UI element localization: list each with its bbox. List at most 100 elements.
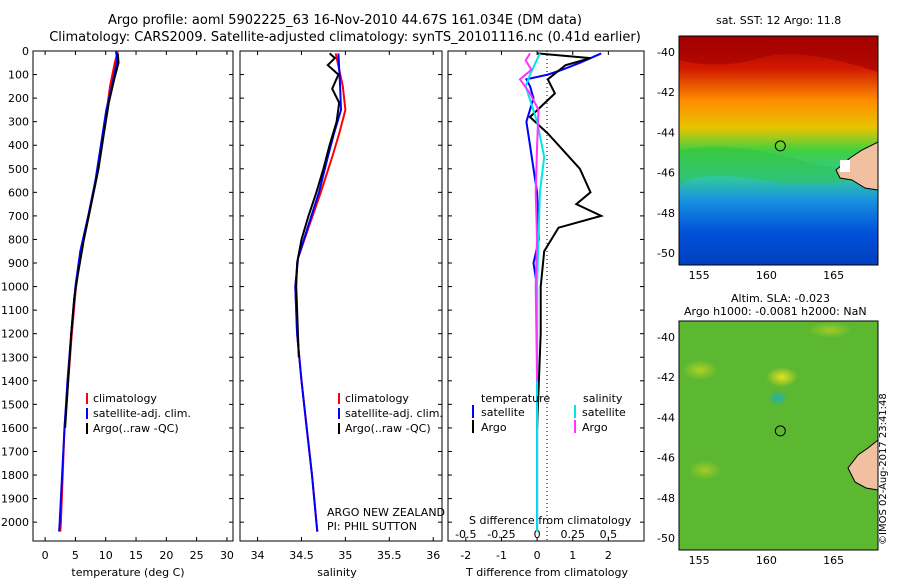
depth-tick-label: 1200	[1, 328, 29, 341]
temperature-axis-label: temperature (deg C)	[71, 566, 184, 579]
axis-ticks: 0100200300400500600700800900100011001200…	[1, 45, 844, 567]
depth-tick-label: 100	[8, 69, 29, 82]
x-tick-label: 20	[159, 549, 173, 562]
map-lon-label: 160	[756, 269, 777, 282]
x-tick-label: -2	[460, 549, 471, 562]
depth-tick-label: 200	[8, 92, 29, 105]
s-difference-axis-label: S difference from climatology	[469, 514, 632, 527]
x-tick-label: 0	[534, 528, 541, 541]
depth-tick-label: 700	[8, 210, 29, 223]
x-tick-label: -1	[496, 549, 507, 562]
map-lat-label: -42	[657, 86, 675, 99]
legend-label-argo: Argo(..raw -QC)	[93, 422, 179, 435]
sla-high-blob	[682, 360, 718, 380]
legend-heading-salinity: salinity	[583, 392, 623, 405]
x-tick-label: 0.25	[560, 528, 585, 541]
float-owner-label: ARGO NEW ZEALAND	[327, 506, 445, 519]
sst-warm-patch	[679, 36, 878, 72]
plot-title-line1: Argo profile: aoml 5902225_63 16-Nov-201…	[108, 13, 582, 28]
legend-label-sal-satellite: satellite	[582, 406, 626, 419]
depth-tick-label: 500	[8, 163, 29, 176]
temperature-legend: climatology satellite-adj. clim. Argo(..…	[86, 392, 191, 435]
x-tick-label: 36	[426, 549, 440, 562]
series-line-temperature-argo	[528, 52, 605, 428]
map-lat-label: -46	[657, 452, 675, 465]
sla-low-blob	[768, 390, 788, 406]
depth-tick-label: 1500	[1, 398, 29, 411]
depth-tick-label: 1900	[1, 493, 29, 506]
sla-map-frame	[678, 320, 879, 551]
x-tick-label: 10	[99, 549, 113, 562]
map-lat-label: -40	[657, 331, 675, 344]
temperature-panel-frame	[32, 50, 234, 542]
legend-label-climatology: climatology	[345, 392, 409, 405]
map-lon-label: 165	[823, 269, 844, 282]
map-lat-label: -48	[657, 207, 675, 220]
legend-label-satellite: satellite-adj. clim.	[345, 407, 443, 420]
sst-map-title: sat. SST: 12 Argo: 11.8	[716, 14, 842, 27]
x-tick-label: -0.5	[455, 528, 476, 541]
sst-green-band	[679, 146, 878, 185]
imos-credit: ©IMOS 02-Aug-2017 23:41:48	[878, 393, 889, 545]
x-tick-label: 34	[251, 549, 265, 562]
series-line-argo-raw-qc-	[295, 52, 341, 358]
map-lat-label: -46	[657, 167, 675, 180]
map-lat-label: -50	[657, 532, 675, 545]
depth-tick-label: 400	[8, 139, 29, 152]
sst-map-frame	[678, 35, 879, 266]
depth-tick-label: 1700	[1, 445, 29, 458]
x-tick-label: 35.5	[377, 549, 402, 562]
depth-tick-label: 1800	[1, 469, 29, 482]
depth-tick-label: 300	[8, 116, 29, 129]
series-line-argo-raw-qc-	[64, 53, 120, 428]
pi-label: PI: PHIL SUTTON	[327, 520, 417, 533]
map-lat-label: -44	[657, 126, 675, 139]
depth-tick-label: 900	[8, 257, 29, 270]
depth-tick-label: 2000	[1, 516, 29, 529]
sst-map	[678, 35, 879, 266]
x-tick-label: 0	[42, 549, 49, 562]
map-lat-label: -48	[657, 492, 675, 505]
sla-high-blob	[766, 367, 798, 387]
sla-map-subtitle: Argo h1000: -0.0081 h2000: NaN	[684, 305, 867, 318]
plot-title-line2: Climatology: CARS2009. Satellite-adjuste…	[49, 30, 641, 45]
depth-tick-label: 1400	[1, 375, 29, 388]
sla-high-blob	[689, 460, 721, 480]
x-tick-label: 35	[338, 549, 352, 562]
map-lon-label: 155	[689, 269, 710, 282]
salinity-axis-label: salinity	[317, 566, 357, 579]
map-lon-label: 160	[756, 554, 777, 567]
sla-map-title: Altim. SLA: -0.023	[731, 292, 831, 305]
depth-tick-label: 0	[22, 45, 29, 58]
t-difference-axis-label: T difference from climatology	[465, 566, 628, 579]
sla-high-blob	[808, 322, 852, 338]
x-tick-label: 1	[569, 549, 576, 562]
x-tick-label: 0	[534, 549, 541, 562]
sst-missing-data	[840, 160, 850, 172]
x-tick-label: 30	[220, 549, 234, 562]
legend-label-argo: Argo(..raw -QC)	[345, 422, 431, 435]
credit-container: ©IMOS 02-Aug-2017 23:41:48	[878, 393, 898, 555]
argo-position-marker	[774, 140, 786, 152]
legend-label-sal-argo: Argo	[582, 421, 608, 434]
series-line-salinity-argo	[518, 52, 540, 381]
x-tick-label: -0.25	[487, 528, 515, 541]
x-tick-label: 15	[129, 549, 143, 562]
depth-tick-label: 1600	[1, 422, 29, 435]
difference-panel-frame	[447, 50, 645, 542]
legend-label-climatology: climatology	[93, 392, 157, 405]
difference-legend: temperature salinity satellite Argo sate…	[472, 392, 626, 434]
depth-tick-label: 1300	[1, 351, 29, 364]
map-lat-label: -44	[657, 411, 675, 424]
map-lat-label: -40	[657, 46, 675, 59]
legend-label-satellite: satellite-adj. clim.	[93, 407, 191, 420]
depth-tick-label: 1000	[1, 281, 29, 294]
legend-label-temp-satellite: satellite	[481, 406, 525, 419]
argo-position-marker	[774, 425, 786, 437]
depth-tick-label: 1100	[1, 304, 29, 317]
depth-tick-label: 800	[8, 233, 29, 246]
map-lon-label: 165	[823, 554, 844, 567]
x-tick-label: 34.5	[289, 549, 314, 562]
legend-label-temp-argo: Argo	[481, 421, 507, 434]
